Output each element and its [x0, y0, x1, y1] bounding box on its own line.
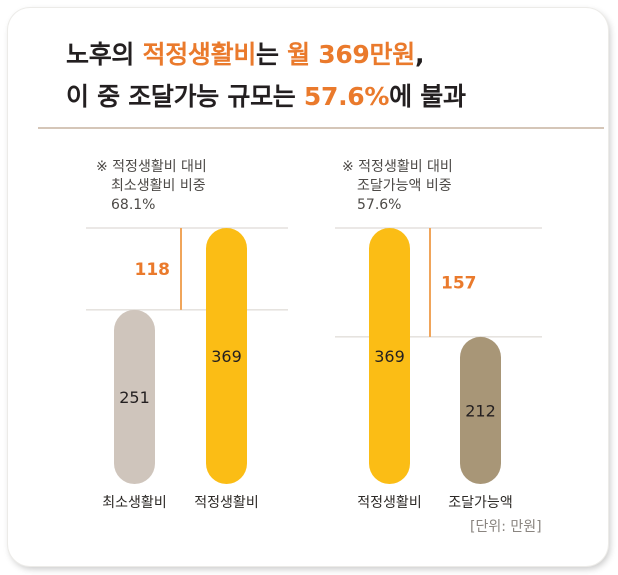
- infographic-card: 노후의 적정생활비는 월 369만원, 이 중 조달가능 규모는 57.6%에 …: [8, 8, 608, 566]
- chart-0-difference-label: 118: [135, 260, 171, 280]
- chart-1-category-label-0: 적정생활비: [357, 495, 421, 511]
- chart-0-bar-1: [206, 228, 247, 484]
- chart-0-category-label-0: 최소생활비: [102, 495, 166, 511]
- chart-0-value-label-0: 251: [119, 388, 150, 407]
- chart-1-bar-0: [369, 228, 410, 484]
- note-fundable-ratio-value: 57.6%: [357, 197, 402, 213]
- note-minimum-ratio-value: 68.1%: [111, 197, 156, 213]
- chart-1-value-label-1: 212: [465, 401, 496, 420]
- unit-label: [단위: 만원]: [470, 519, 542, 535]
- headline-line1-segment-0: 노후의: [66, 40, 143, 69]
- headline-line-2: 이 중 조달가능 규모는 57.6%에 불과: [66, 82, 466, 111]
- chart-1-category-label-1: 조달가능액: [448, 495, 512, 511]
- headline-line2-segment-2: 에 불과: [389, 82, 466, 111]
- chart-0-value-label-1: 369: [211, 347, 242, 366]
- title-divider: [38, 127, 604, 129]
- headline-line-1: 노후의 적정생활비는 월 369만원,: [66, 40, 424, 69]
- headline-line1-segment-4: ,: [414, 40, 425, 69]
- note-fundable-ratio-line-2: 조달가능액 비중: [357, 178, 452, 194]
- note-fundable-ratio: ※ 적정생활비 대비 조달가능액 비중 57.6%: [342, 158, 453, 215]
- headline-line2-segment-0: 이 중 조달가능 규모는: [66, 82, 304, 111]
- note-minimum-ratio-line-1: ※ 적정생활비 대비: [96, 159, 207, 175]
- chart-0-bar-0: [114, 309, 155, 484]
- note-minimum-ratio: ※ 적정생활비 대비 최소생활비 비중 68.1%: [96, 158, 207, 215]
- note-minimum-ratio-line-2: 최소생활비 비중: [111, 178, 206, 194]
- headline-line1-segment-2: 는: [256, 40, 288, 69]
- headline-line1-segment-3: 월 369만원: [287, 40, 415, 69]
- headline-line2-segment-1: 57.6%: [303, 82, 390, 111]
- note-fundable-ratio-line-1: ※ 적정생활비 대비: [342, 159, 453, 175]
- chart-0-category-label-1: 적정생활비: [194, 495, 258, 511]
- chart-1-difference-label: 157: [441, 273, 477, 293]
- headline: 노후의 적정생활비는 월 369만원, 이 중 조달가능 규모는 57.6%에 …: [66, 34, 596, 118]
- chart-1-value-label-0: 369: [374, 347, 405, 366]
- headline-line1-segment-1: 적정생활비: [142, 40, 257, 69]
- chart-1-bar-1: [460, 336, 501, 484]
